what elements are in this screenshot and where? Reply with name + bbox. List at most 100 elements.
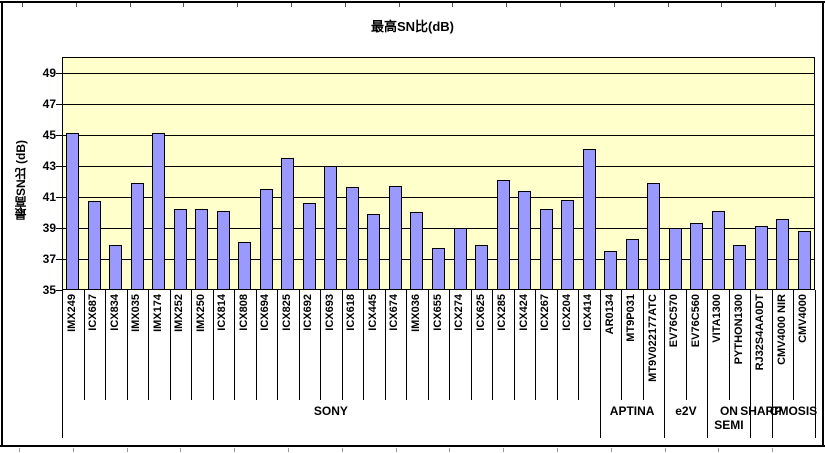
bar-ICX618 (345, 187, 359, 290)
bar-ICX825 (281, 157, 295, 290)
category-label: ICX693 (323, 294, 336, 331)
category-label: IMX036 (409, 294, 422, 332)
category-separator (470, 290, 472, 400)
category-separator (255, 290, 257, 400)
edge-tick-top (452, 3, 453, 7)
edge-tick-bottom (180, 448, 181, 452)
edge-tick-bottom (557, 448, 558, 452)
category-separator (449, 290, 451, 400)
group-label-sharp: SHARP (740, 404, 783, 418)
y-tick-mark (56, 165, 62, 167)
bar-VITA1300 (711, 210, 725, 290)
category-label: PYTHON1300 (732, 294, 745, 365)
bar-ICX424 (518, 190, 532, 290)
category-label: ICX267 (539, 294, 552, 331)
chart-border-bottom (0, 445, 825, 447)
edge-tick-bottom (449, 448, 450, 452)
category-separator (556, 290, 558, 400)
bar-ICX267 (539, 209, 553, 290)
category-separator (406, 290, 408, 400)
category-separator (126, 290, 128, 400)
category-label: ICX814 (216, 294, 229, 331)
edge-tick-bottom (665, 448, 666, 452)
edge-tick-top (183, 3, 184, 7)
y-tick-label: 39 (42, 220, 56, 235)
edge-tick-top (237, 3, 238, 7)
bar-PYTHON1300 (733, 244, 747, 290)
y-tick-mark (56, 72, 62, 74)
group-label-on-semi: ON SEMI (714, 404, 744, 432)
bar-IMX035 (130, 182, 144, 290)
bar-ICX834 (109, 244, 123, 290)
y-tick-label: 43 (42, 158, 56, 173)
category-separator (578, 290, 580, 400)
y-tick-label: 45 (42, 127, 56, 142)
category-label: ICX204 (560, 294, 573, 331)
category-separator (169, 290, 171, 400)
category-separator (320, 290, 322, 400)
bar-ICX204 (561, 199, 575, 290)
category-separator (535, 290, 537, 400)
group-separator (707, 290, 709, 438)
edge-tick-bottom (503, 448, 504, 452)
bar-CMV4000 (797, 230, 811, 290)
edge-tick-top (76, 3, 77, 7)
edge-tick-bottom (73, 448, 74, 452)
y-tick-label: 35 (42, 283, 56, 297)
category-label: ICX285 (496, 294, 509, 331)
group-label-cmosis: CMOSIS (769, 404, 818, 418)
category-separator (148, 290, 150, 400)
category-label: EV76C570 (668, 294, 681, 348)
category-label: RJ32S4AA0DT (754, 294, 767, 371)
bar-ICX625 (475, 244, 489, 290)
category-label: IMX249 (65, 294, 78, 332)
gridline (63, 227, 814, 229)
edge-tick-bottom (288, 448, 289, 452)
edge-tick-bottom (396, 448, 397, 452)
category-label: ICX414 (582, 294, 595, 331)
y-tick-label: 49 (42, 65, 56, 80)
category-label: MT9P031 (625, 294, 638, 342)
bar-ICX274 (453, 227, 467, 290)
bar-ICX692 (302, 203, 316, 290)
category-separator (728, 290, 730, 400)
edge-tick-bottom (772, 448, 773, 452)
category-label: ICX618 (345, 294, 358, 331)
y-tick-label: 37 (42, 251, 56, 266)
category-separator (191, 290, 193, 400)
bar-CMV4000 NIR (776, 218, 790, 290)
bar-IMX250 (195, 209, 209, 290)
edge-tick-bottom (127, 448, 128, 452)
category-label: ICX834 (108, 294, 121, 331)
category-separator (105, 290, 107, 400)
category-label: ICX655 (431, 294, 444, 331)
y-tick-mark (56, 196, 62, 198)
y-tick-mark (56, 103, 62, 105)
category-separator (513, 290, 515, 400)
edge-tick-top (345, 3, 346, 7)
category-separator (793, 290, 795, 400)
y-tick-mark (56, 134, 62, 136)
edge-tick-bottom (234, 448, 235, 452)
bar-ICX655 (432, 248, 445, 290)
bar-ICX414 (582, 148, 596, 290)
edge-tick-top (130, 3, 131, 7)
group-separator (664, 290, 666, 438)
edge-tick-top (22, 3, 23, 7)
y-tick-label: 41 (42, 189, 56, 204)
plot-area (62, 57, 815, 290)
category-separator (642, 290, 644, 400)
category-label: ICX625 (474, 294, 487, 331)
group-separator (750, 290, 752, 438)
category-label: ICX808 (237, 294, 250, 331)
chart-border-left (1, 1, 3, 447)
category-label: IMX252 (173, 294, 186, 332)
category-label: ICX424 (517, 294, 530, 331)
group-label-sony: SONY (313, 404, 348, 418)
bar-IMX174 (152, 133, 166, 290)
category-label: IMX174 (151, 294, 164, 332)
y-tick-mark (56, 227, 62, 229)
bar-IMX036 (410, 212, 424, 290)
edge-tick-bottom (342, 448, 343, 452)
